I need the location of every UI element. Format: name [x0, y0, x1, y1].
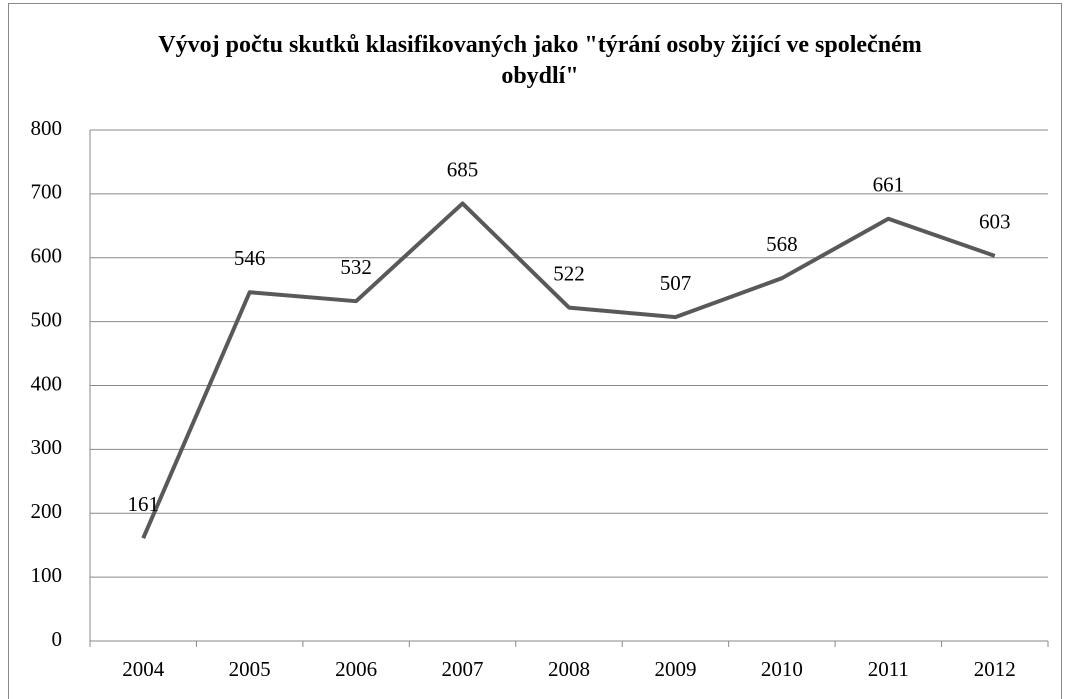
y-tick-label: 300 — [31, 435, 63, 459]
y-tick-label: 500 — [31, 307, 63, 331]
y-tick-label: 400 — [31, 371, 63, 395]
data-label: 161 — [127, 492, 159, 516]
data-label: 568 — [766, 232, 798, 256]
x-tick-label: 2006 — [335, 657, 377, 681]
y-tick-label: 600 — [31, 244, 63, 268]
data-label: 532 — [340, 255, 372, 279]
data-label: 603 — [979, 210, 1011, 234]
x-tick-label: 2005 — [229, 657, 271, 681]
data-line — [141, 201, 996, 539]
x-tick-label: 2008 — [548, 657, 590, 681]
x-tick-label: 2011 — [868, 657, 909, 681]
y-tick-label: 700 — [31, 180, 63, 204]
data-label: 522 — [553, 261, 585, 285]
data-label: 546 — [234, 246, 266, 270]
x-tick-label: 2007 — [442, 657, 484, 681]
x-tick-label: 2010 — [761, 657, 803, 681]
x-tick-label: 2004 — [122, 657, 165, 681]
y-tick-label: 200 — [31, 499, 63, 523]
data-label: 661 — [873, 173, 905, 197]
data-label: 507 — [660, 271, 692, 295]
data-label: 685 — [447, 157, 479, 181]
y-tick-label: 0 — [52, 627, 63, 651]
chart-title: Vývoj počtu skutků klasifikovaných jako … — [158, 32, 922, 89]
x-tick-label: 2009 — [654, 657, 696, 681]
chart-border — [8, 3, 1062, 699]
y-tick-label: 100 — [31, 563, 63, 587]
y-tick-label: 800 — [31, 116, 63, 140]
x-tick-label: 2012 — [974, 657, 1016, 681]
